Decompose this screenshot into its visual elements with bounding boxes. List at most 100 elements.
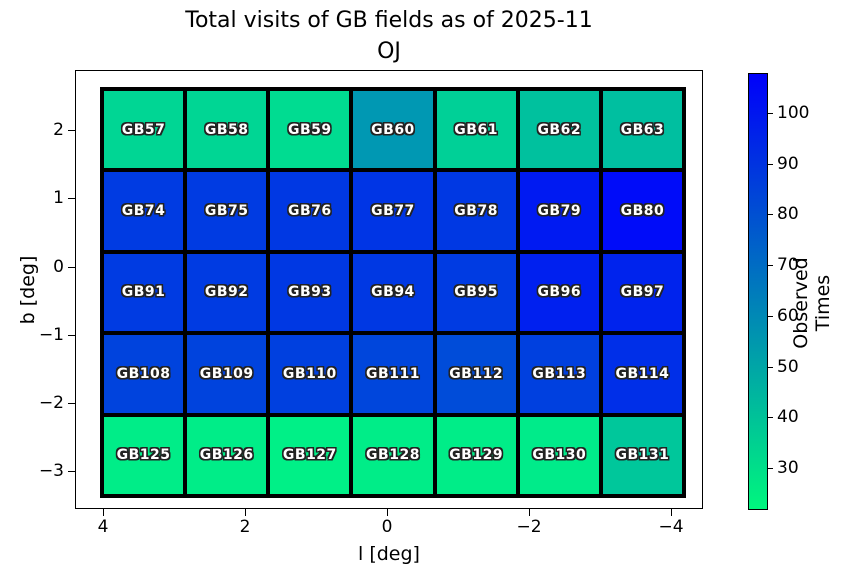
field-label-GB57: GB57 xyxy=(121,121,166,138)
heatmap-cell-GB77: GB77 xyxy=(353,172,433,250)
field-label-GB78: GB78 xyxy=(454,203,498,220)
heatmap-cell-GB61: GB61 xyxy=(436,91,516,169)
field-label-GB125: GB125 xyxy=(116,447,171,464)
field-label-GB114: GB114 xyxy=(615,365,670,382)
colorbar-tick-mark xyxy=(768,416,773,418)
y-tick-label: −1 xyxy=(38,325,64,345)
heatmap-cell-GB58: GB58 xyxy=(187,91,267,169)
colorbar-tick-label: 60 xyxy=(777,306,799,326)
field-label-GB76: GB76 xyxy=(288,203,332,220)
y-axis-label: b [deg] xyxy=(17,255,39,325)
colorbar-tick-label: 30 xyxy=(777,458,799,478)
heatmap-cell-GB129: GB129 xyxy=(436,416,516,494)
colorbar-tick-mark xyxy=(768,163,773,165)
heatmap-cell-GB125: GB125 xyxy=(104,416,184,494)
heatmap-cell-GB94: GB94 xyxy=(353,253,433,332)
field-label-GB109: GB109 xyxy=(199,365,254,382)
colorbar-tick-label: 90 xyxy=(777,154,799,174)
x-tick-label: −2 xyxy=(516,517,542,537)
colorbar xyxy=(748,73,768,510)
heatmap-cell-GB78: GB78 xyxy=(436,172,516,250)
heatmap-cell-GB126: GB126 xyxy=(187,416,267,494)
y-tick-mark xyxy=(68,197,75,199)
y-tick-label: 2 xyxy=(53,120,64,140)
y-tick-label: 0 xyxy=(53,257,64,277)
field-label-GB127: GB127 xyxy=(282,447,337,464)
heatmap-cell-GB127: GB127 xyxy=(270,416,350,494)
heatmap-cell-GB60: GB60 xyxy=(353,91,433,169)
field-label-GB75: GB75 xyxy=(204,203,249,220)
x-tick-label: −4 xyxy=(658,517,684,537)
field-label-GB130: GB130 xyxy=(532,447,587,464)
field-label-GB80: GB80 xyxy=(620,203,665,220)
heatmap-cell-GB96: GB96 xyxy=(519,253,599,332)
field-label-GB96: GB96 xyxy=(537,284,582,301)
heatmap-cell-GB91: GB91 xyxy=(104,253,184,332)
y-tick-label: 1 xyxy=(53,188,64,208)
x-tick-label: 2 xyxy=(239,517,251,537)
colorbar-tick-label: 40 xyxy=(777,407,799,427)
field-label-GB95: GB95 xyxy=(454,284,498,301)
x-tick-label: 0 xyxy=(381,517,393,537)
field-label-GB74: GB74 xyxy=(121,203,166,220)
x-tick-mark xyxy=(670,509,672,516)
field-label-GB113: GB113 xyxy=(532,365,587,382)
heatmap-cell-GB92: GB92 xyxy=(187,253,267,332)
field-label-GB108: GB108 xyxy=(116,365,171,382)
heatmap-cell-GB108: GB108 xyxy=(104,335,184,413)
field-label-GB61: GB61 xyxy=(454,121,498,138)
x-tick-mark xyxy=(244,509,246,516)
colorbar-tick-mark xyxy=(768,264,773,266)
x-tick-label: 4 xyxy=(97,517,109,537)
y-tick-mark xyxy=(68,470,75,472)
heatmap-cell-GB80: GB80 xyxy=(602,172,682,250)
colorbar-tick-mark xyxy=(768,112,773,114)
field-label-GB128: GB128 xyxy=(366,447,420,464)
heatmap-cell-GB59: GB59 xyxy=(270,91,350,169)
colorbar-tick-label: 80 xyxy=(777,204,799,224)
x-tick-mark xyxy=(386,509,388,516)
field-label-GB111: GB111 xyxy=(366,365,420,382)
field-label-GB97: GB97 xyxy=(620,284,665,301)
heatmap-cell-GB93: GB93 xyxy=(270,253,350,332)
y-tick-mark xyxy=(68,402,75,404)
chart-title-line1: Total visits of GB fields as of 2025-11 xyxy=(185,8,593,33)
heatmap-cell-GB76: GB76 xyxy=(270,172,350,250)
colorbar-tick-mark xyxy=(768,467,773,469)
field-label-GB92: GB92 xyxy=(204,284,249,301)
heatmap-cell-GB62: GB62 xyxy=(519,91,599,169)
colorbar-tick-label: 70 xyxy=(777,255,799,275)
field-label-GB58: GB58 xyxy=(204,121,249,138)
heatmap-cell-GB131: GB131 xyxy=(602,416,682,494)
field-label-GB94: GB94 xyxy=(371,284,415,301)
field-label-GB62: GB62 xyxy=(537,121,582,138)
heatmap-cell-GB111: GB111 xyxy=(353,335,433,413)
y-tick-mark xyxy=(68,129,75,131)
heatmap-cell-GB114: GB114 xyxy=(602,335,682,413)
heatmap-cell-GB95: GB95 xyxy=(436,253,516,332)
field-label-GB112: GB112 xyxy=(449,365,504,382)
y-tick-label: −3 xyxy=(38,461,64,481)
field-label-GB59: GB59 xyxy=(288,121,332,138)
y-tick-label: −2 xyxy=(38,393,64,413)
heatmap-cell-GB112: GB112 xyxy=(436,335,516,413)
x-axis-label: l [deg] xyxy=(358,543,420,565)
heatmap-cell-GB75: GB75 xyxy=(187,172,267,250)
chart-title: Total visits of GB fields as of 2025-11 … xyxy=(75,5,703,67)
colorbar-tick-label: 50 xyxy=(777,357,799,377)
field-label-GB129: GB129 xyxy=(449,447,504,464)
heatmap-cell-GB74: GB74 xyxy=(104,172,184,250)
colorbar-tick-mark xyxy=(768,213,773,215)
field-label-GB126: GB126 xyxy=(199,447,254,464)
heatmap-cell-GB128: GB128 xyxy=(353,416,433,494)
field-label-GB91: GB91 xyxy=(121,284,166,301)
heatmap-cell-GB57: GB57 xyxy=(104,91,184,169)
heatmap-cell-GB63: GB63 xyxy=(602,91,682,169)
heatmap-cell-GB110: GB110 xyxy=(270,335,350,413)
field-label-GB77: GB77 xyxy=(371,203,415,220)
y-tick-mark xyxy=(68,266,75,268)
field-label-GB93: GB93 xyxy=(288,284,332,301)
x-tick-mark xyxy=(102,509,104,516)
y-tick-mark xyxy=(68,334,75,336)
